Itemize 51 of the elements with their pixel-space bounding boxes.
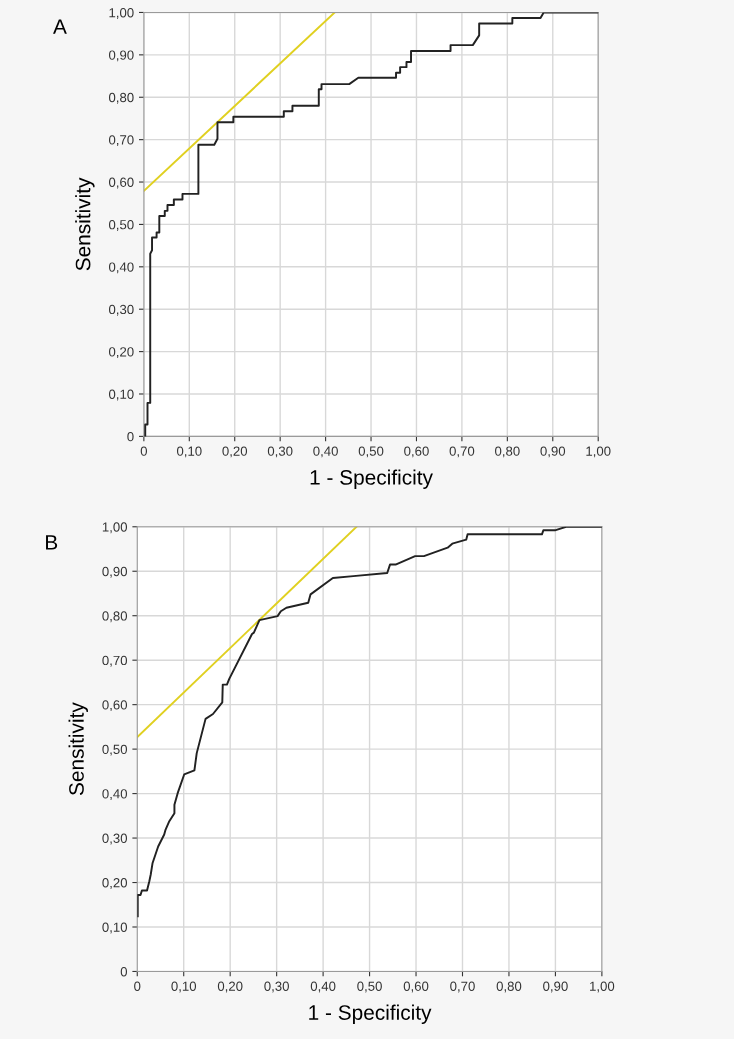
- y-tick-label: 0: [127, 431, 134, 442]
- y-tick-label: 0,60: [108, 177, 134, 189]
- line-series: [144, 12, 599, 437]
- y-tick-label: 0,30: [108, 304, 134, 316]
- x-tick-label: 0,40: [310, 981, 336, 993]
- y-tick-label: 0,50: [108, 219, 134, 231]
- y-axis-title: Sensitivity: [68, 702, 88, 796]
- x-tick-label: 0,50: [357, 981, 382, 993]
- x-tick-label: 1,00: [586, 446, 611, 458]
- x-tick-label: 0,30: [267, 446, 293, 458]
- y-tick-label: 0,70: [108, 135, 134, 147]
- x-tick-label: 0,60: [404, 446, 429, 458]
- x-tick-label: 0,10: [171, 981, 197, 993]
- y-tick-label: 0: [120, 967, 128, 977]
- chart-title: B: [46, 535, 58, 550]
- x-tick-label: 0: [140, 446, 148, 456]
- y-tick-label: 0,50: [102, 744, 128, 756]
- y-axis-title: Sensitivity: [75, 177, 95, 271]
- x-tick-label: 0,80: [495, 446, 520, 458]
- y-tick-label: 0,40: [102, 789, 128, 801]
- y-tick-label: 0,80: [108, 92, 134, 104]
- x-tick-label: 0,50: [358, 446, 384, 458]
- y-tick-label: 0,60: [102, 700, 128, 712]
- y-tick-label: 0,10: [108, 389, 134, 401]
- y-tick-label: 0,40: [108, 262, 134, 274]
- y-tick-label: 1,00: [109, 8, 134, 19]
- x-tick-label: 0,20: [217, 981, 243, 993]
- x-tick-label: 0,40: [313, 446, 338, 458]
- x-axis-title: 1 - Specificity: [310, 469, 433, 489]
- x-tick-label: 0,30: [264, 981, 289, 993]
- x-tick-label: 0,10: [176, 446, 202, 458]
- x-tick-label: 0,70: [449, 446, 475, 458]
- y-tick-label: 0,20: [108, 347, 134, 359]
- x-tick-label: 0,90: [543, 981, 568, 993]
- y-tick-label: 1,00: [102, 522, 128, 534]
- x-tick-label: 0,70: [450, 981, 475, 993]
- x-tick-label: 0,20: [222, 446, 248, 458]
- y-tick-label: 0,70: [102, 655, 128, 667]
- y-tick-label: 0,90: [108, 50, 134, 62]
- x-tick-label: 0,90: [540, 446, 566, 458]
- x-tick-label: 0: [134, 981, 141, 991]
- x-axis-title: 1 - Specificity: [309, 1004, 432, 1025]
- x-tick-label: 0,60: [403, 981, 429, 993]
- y-tick-label: 0,90: [102, 566, 128, 578]
- x-tick-label: 0,80: [496, 981, 522, 993]
- y-tick-label: 0,10: [102, 922, 128, 934]
- x-tick-label: 1,00: [590, 981, 615, 993]
- y-tick-label: 0,30: [102, 833, 128, 845]
- chart-title: A: [53, 19, 67, 34]
- y-tick-label: 0,80: [102, 611, 128, 623]
- y-tick-label: 0,20: [102, 878, 128, 889]
